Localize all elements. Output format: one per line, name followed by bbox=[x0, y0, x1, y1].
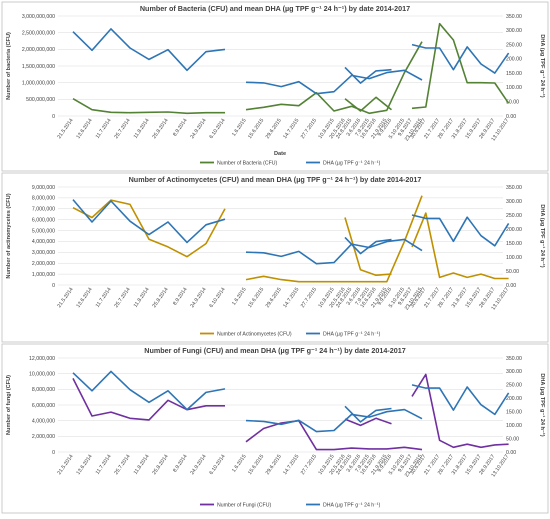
y2-tick-label: 200.00 bbox=[506, 57, 522, 63]
y-tick-label: 2,000,000 bbox=[32, 434, 55, 440]
cfu-series-line-segment-2 bbox=[245, 41, 423, 115]
legend-label: Number of Fungi (CFU) bbox=[217, 503, 271, 509]
dha-series-line-segment-4 bbox=[411, 214, 510, 247]
chart-title: Number of Actinomycetes (CFU) and mean D… bbox=[129, 175, 422, 184]
cfu-series-line-segment-2 bbox=[245, 419, 423, 451]
y2-tick-label: 50.00 bbox=[506, 436, 519, 442]
dha-series-line-segment-2 bbox=[245, 69, 423, 95]
legend: Number of Bacteria (CFU) DHA (µg TPF g⁻¹ … bbox=[200, 161, 381, 167]
y2-axis-title: DHA (µg TPF g⁻¹ 24 h⁻¹) bbox=[539, 204, 546, 267]
y2-tick-label: 0.00 bbox=[506, 114, 516, 120]
y2-tick-label: 200.00 bbox=[506, 227, 522, 233]
y-tick-label: 3,000,000 bbox=[32, 250, 55, 256]
dha-series-line-segment-3 bbox=[344, 66, 392, 84]
y2-tick-label: 300.00 bbox=[506, 369, 522, 375]
y-tick-label: 4,000,000 bbox=[32, 418, 55, 424]
dha-series-line-segment-3 bbox=[344, 236, 392, 255]
y2-tick-label: 100.00 bbox=[506, 255, 522, 261]
y2-tick-label: 350.00 bbox=[506, 185, 522, 191]
legend-label: Number of Bacteria (CFU) bbox=[217, 161, 278, 167]
legend: Number of Actinomycetes (CFU) DHA (µg TPF… bbox=[200, 332, 381, 338]
y2-tick-label: 250.00 bbox=[506, 213, 522, 219]
y-tick-label: 10,000,000 bbox=[29, 371, 55, 377]
cfu-series-line-segment-4 bbox=[411, 22, 510, 110]
y-tick-label: 1,000,000,000 bbox=[22, 80, 55, 86]
y-tick-label: 6,000,000 bbox=[32, 217, 55, 223]
cfu-series-line-segment-4 bbox=[411, 212, 509, 280]
chart-title: Number of Fungi (CFU) and mean DHA (µg T… bbox=[144, 346, 405, 355]
y-axis-title: Number of actinomycetes (CFU) bbox=[6, 193, 12, 278]
legend-label: DHA (µg TPF g⁻¹ 24 h⁻¹) bbox=[323, 332, 381, 338]
y2-tick-label: 150.00 bbox=[506, 71, 522, 77]
chart-panel-border bbox=[1, 1, 549, 172]
y2-tick-label: 150.00 bbox=[506, 410, 522, 416]
cfu-series-line-segment-1 bbox=[72, 199, 226, 258]
y2-axis-title: DHA (µg TPF g⁻¹ 24 h⁻¹) bbox=[539, 34, 546, 97]
y2-axis-title: DHA (µg TPF g⁻¹ 24 h⁻¹) bbox=[539, 373, 546, 436]
cfu-series-line-segment-3 bbox=[344, 417, 392, 427]
legend: Number of Fungi (CFU) DHA (µg TPF g⁻¹ 24 … bbox=[200, 503, 381, 509]
y-tick-label: 2,000,000 bbox=[32, 261, 55, 267]
chart-panel-1: Number of Bacteria (CFU) and mean DHA (µ… bbox=[1, 1, 549, 172]
y-axis-title: Number of fungi (CFU) bbox=[6, 375, 12, 435]
y2-tick-label: 250.00 bbox=[506, 42, 522, 48]
dha-series-line-segment-1 bbox=[72, 370, 226, 411]
y2-tick-label: 150.00 bbox=[506, 241, 522, 247]
y-tick-label: 12,000,000 bbox=[29, 356, 55, 362]
y-tick-label: 7,000,000 bbox=[32, 207, 55, 213]
cfu-series-line-segment-4 bbox=[411, 373, 509, 449]
cfu-series-line-segment-1 bbox=[72, 98, 225, 115]
chart-panel-3: Number of Fungi (CFU) and mean DHA (µg T… bbox=[1, 343, 549, 514]
y-tick-label: 1,000,000 bbox=[32, 272, 55, 278]
y2-tick-label: 250.00 bbox=[506, 383, 522, 389]
y-tick-label: 500,000,000 bbox=[26, 97, 55, 103]
dha-series-line-segment-1 bbox=[72, 199, 226, 244]
cfu-series-line-segment-1 bbox=[72, 378, 225, 421]
legend-label: Number of Actinomycetes (CFU) bbox=[217, 332, 292, 338]
y2-tick-label: 300.00 bbox=[506, 28, 522, 34]
y2-tick-label: 100.00 bbox=[506, 423, 522, 429]
y2-tick-label: 0.00 bbox=[506, 450, 516, 456]
y-tick-label: 5,000,000 bbox=[32, 228, 55, 234]
y-tick-label: 4,000,000 bbox=[32, 239, 55, 245]
y-tick-label: 1,500,000,000 bbox=[22, 64, 55, 70]
y-tick-label: 8,000,000 bbox=[32, 387, 55, 393]
y2-tick-label: 100.00 bbox=[506, 85, 522, 91]
legend-label: DHA (µg TPF g⁻¹ 24 h⁻¹) bbox=[323, 161, 381, 167]
chart-panel-2: Number of Actinomycetes (CFU) and mean D… bbox=[1, 172, 549, 343]
legend-label: DHA (µg TPF g⁻¹ 24 h⁻¹) bbox=[323, 503, 381, 509]
cfu-series-line-segment-3 bbox=[344, 96, 392, 112]
dha-series-line-segment-2 bbox=[245, 238, 423, 265]
y2-tick-label: 300.00 bbox=[506, 199, 522, 205]
y-axis-title: Number of bacteria (CFU) bbox=[6, 32, 12, 100]
y-tick-label: 2,500,000,000 bbox=[22, 30, 55, 36]
y2-tick-label: 0.00 bbox=[506, 283, 516, 289]
y-tick-label: 2,000,000,000 bbox=[22, 47, 55, 53]
y-tick-label: 0 bbox=[52, 283, 55, 289]
dha-series-line-segment-3 bbox=[344, 405, 392, 423]
y-tick-label: 9,000,000 bbox=[32, 185, 55, 191]
x-axis-title: Date bbox=[274, 151, 286, 157]
y2-tick-label: 350.00 bbox=[506, 14, 522, 20]
y-tick-label: 6,000,000 bbox=[32, 403, 55, 409]
y-tick-label: 3,000,000,000 bbox=[22, 14, 55, 20]
cfu-series-line-segment-2 bbox=[245, 195, 423, 283]
chart-panel-border bbox=[1, 343, 549, 514]
y2-tick-label: 50.00 bbox=[506, 269, 519, 275]
dha-series-line-segment-1 bbox=[72, 28, 226, 72]
dha-series-line-segment-2 bbox=[245, 408, 423, 433]
y2-tick-label: 200.00 bbox=[506, 396, 522, 402]
chart-title: Number of Bacteria (CFU) and mean DHA (µ… bbox=[140, 4, 410, 13]
y-tick-label: 0 bbox=[52, 450, 55, 456]
y2-tick-label: 350.00 bbox=[506, 356, 522, 362]
chart-panel-border bbox=[1, 172, 549, 343]
y-tick-label: 0 bbox=[52, 114, 55, 120]
dha-series-line-segment-4 bbox=[411, 384, 510, 416]
y-tick-label: 8,000,000 bbox=[32, 196, 55, 202]
y2-tick-label: 50.00 bbox=[506, 100, 519, 106]
dha-series-line-segment-4 bbox=[411, 43, 510, 74]
